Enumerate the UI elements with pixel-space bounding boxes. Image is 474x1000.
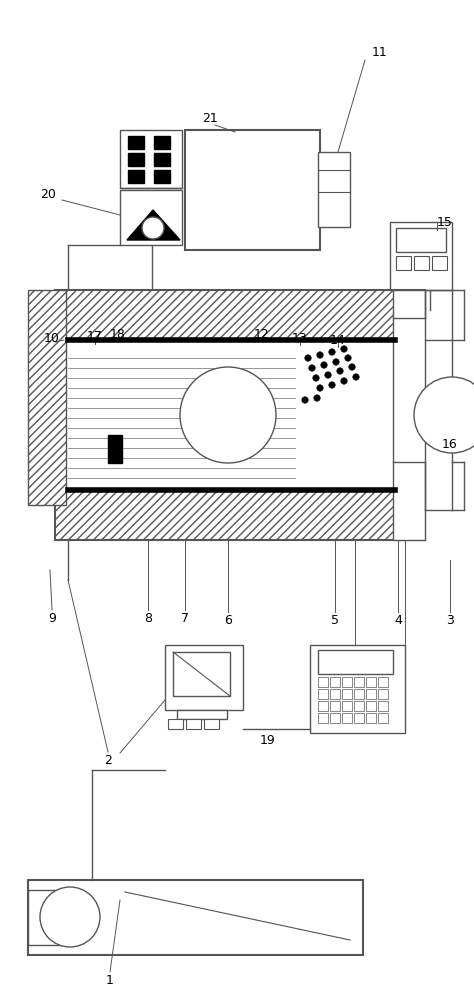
- Circle shape: [325, 372, 331, 378]
- Bar: [393, 290, 425, 540]
- Text: 12: 12: [254, 328, 270, 342]
- Bar: [120, 190, 182, 245]
- Text: 10: 10: [44, 332, 60, 344]
- Bar: [204, 719, 219, 729]
- Bar: [342, 701, 352, 711]
- Circle shape: [309, 365, 315, 371]
- Bar: [173, 652, 230, 696]
- Bar: [318, 152, 350, 227]
- Text: 13: 13: [292, 332, 308, 344]
- Bar: [378, 677, 388, 687]
- Bar: [366, 701, 376, 711]
- Text: 8: 8: [144, 611, 152, 624]
- Bar: [354, 701, 364, 711]
- Bar: [154, 153, 170, 166]
- Bar: [318, 650, 393, 674]
- Text: 20: 20: [40, 188, 56, 202]
- Bar: [28, 290, 66, 505]
- Bar: [165, 645, 243, 710]
- Bar: [354, 713, 364, 723]
- Bar: [55, 290, 425, 340]
- Circle shape: [313, 375, 319, 381]
- Bar: [177, 710, 227, 719]
- Bar: [366, 689, 376, 699]
- Bar: [378, 689, 388, 699]
- Bar: [186, 719, 201, 729]
- Bar: [318, 713, 328, 723]
- Polygon shape: [127, 210, 180, 240]
- Bar: [128, 136, 144, 149]
- Bar: [108, 435, 122, 463]
- Text: 16: 16: [442, 438, 458, 452]
- Circle shape: [40, 887, 100, 947]
- Bar: [154, 170, 170, 183]
- Text: 4: 4: [394, 613, 402, 626]
- Bar: [310, 645, 405, 733]
- Text: 9: 9: [48, 611, 56, 624]
- Circle shape: [341, 346, 347, 352]
- Bar: [185, 130, 320, 250]
- Circle shape: [180, 367, 276, 463]
- Circle shape: [321, 362, 327, 368]
- Circle shape: [337, 368, 343, 374]
- Bar: [28, 880, 363, 955]
- Circle shape: [353, 374, 359, 380]
- Text: 19: 19: [260, 734, 276, 746]
- Text: 14: 14: [330, 334, 346, 347]
- Text: 5: 5: [331, 613, 339, 626]
- Circle shape: [414, 377, 474, 453]
- Circle shape: [345, 355, 351, 361]
- Circle shape: [349, 364, 355, 370]
- Bar: [342, 689, 352, 699]
- Bar: [330, 713, 340, 723]
- Bar: [432, 256, 447, 270]
- Text: 11: 11: [372, 45, 388, 58]
- Bar: [366, 713, 376, 723]
- Circle shape: [317, 352, 323, 358]
- Bar: [396, 228, 446, 252]
- Bar: [28, 890, 70, 945]
- Bar: [128, 170, 144, 183]
- Bar: [366, 677, 376, 687]
- Text: 6: 6: [224, 613, 232, 626]
- Bar: [128, 153, 144, 166]
- Circle shape: [302, 397, 308, 403]
- Bar: [330, 689, 340, 699]
- Text: 1: 1: [106, 974, 114, 986]
- Circle shape: [333, 359, 339, 365]
- Bar: [414, 256, 429, 270]
- Text: 17: 17: [87, 330, 103, 344]
- Bar: [378, 701, 388, 711]
- Bar: [342, 677, 352, 687]
- Bar: [354, 677, 364, 687]
- Bar: [318, 689, 328, 699]
- Bar: [354, 689, 364, 699]
- Text: 2: 2: [104, 754, 112, 766]
- Text: 21: 21: [202, 111, 218, 124]
- Circle shape: [317, 385, 323, 391]
- Bar: [318, 701, 328, 711]
- Bar: [55, 490, 425, 540]
- Circle shape: [142, 217, 164, 239]
- Text: 3: 3: [446, 613, 454, 626]
- Circle shape: [305, 355, 311, 361]
- Text: 15: 15: [437, 216, 453, 229]
- Bar: [120, 130, 182, 188]
- Text: 18: 18: [110, 328, 126, 342]
- Bar: [378, 713, 388, 723]
- Bar: [318, 677, 328, 687]
- Bar: [342, 713, 352, 723]
- Circle shape: [329, 349, 335, 355]
- Bar: [396, 256, 411, 270]
- Text: 7: 7: [181, 611, 189, 624]
- Bar: [330, 701, 340, 711]
- Bar: [330, 677, 340, 687]
- Bar: [154, 136, 170, 149]
- Bar: [390, 222, 452, 290]
- Circle shape: [341, 378, 347, 384]
- Circle shape: [329, 382, 335, 388]
- Bar: [168, 719, 183, 729]
- Circle shape: [314, 395, 320, 401]
